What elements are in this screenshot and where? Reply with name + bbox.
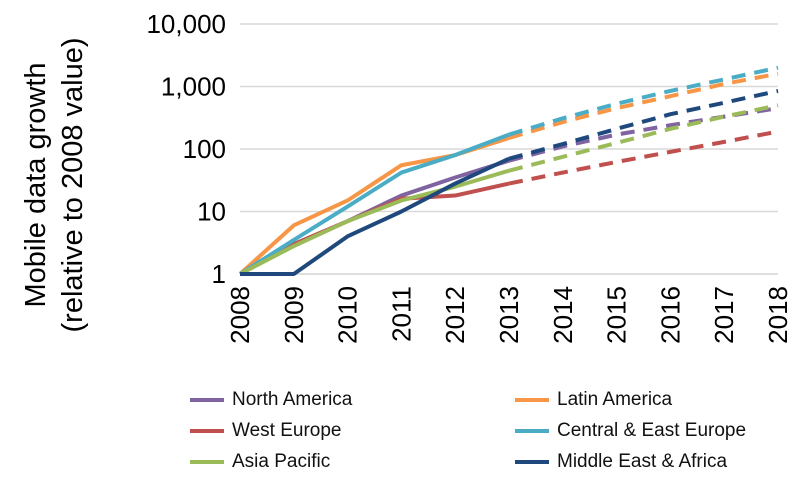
legend-swatch-latin-america xyxy=(515,398,549,402)
y-axis-label-line-2: (relative to 2008 value) xyxy=(57,38,89,333)
y-tick-label: 100 xyxy=(183,134,226,164)
series-line-middle-east-africa-forecast xyxy=(508,88,779,161)
legend-label-asia-pacific: Asia Pacific xyxy=(232,451,331,472)
y-tick-labels: 1 10 100 1,000 10,000 xyxy=(146,9,226,289)
legend-swatch-west-europe xyxy=(190,429,224,433)
x-tick-label: 2018 xyxy=(763,286,793,344)
x-tick-label: 2011 xyxy=(386,286,416,342)
legend-swatch-asia-pacific xyxy=(190,460,224,464)
series-line-middle-east-africa-actual xyxy=(240,156,510,276)
y-axis-label-line-1: Mobile data growth xyxy=(20,62,52,307)
series-lines xyxy=(238,65,779,276)
y-tick-label: 10 xyxy=(197,197,226,227)
series-line-central-east-europe-forecast xyxy=(508,65,779,137)
x-tick-labels: 2008 2009 2010 2011 2012 2013 2014 2015 2016 2017… xyxy=(225,286,793,344)
legend-label-latin-america: Latin America xyxy=(557,389,673,410)
x-tick-label: 2010 xyxy=(333,286,363,344)
legend-item-central-east-europe: Central & East Europe xyxy=(515,417,800,445)
x-tick-label: 2013 xyxy=(494,286,524,344)
series-line-asia-pacific-actual xyxy=(239,168,510,276)
y-tick-label: 1,000 xyxy=(161,72,226,102)
legend: North America Latin America West Europe … xyxy=(190,386,800,476)
legend-item-north-america: North America xyxy=(190,386,515,414)
series-line-west-europe-forecast xyxy=(508,129,779,186)
legend-item-west-europe: West Europe xyxy=(190,417,515,445)
legend-swatch-middle-east-africa xyxy=(515,460,549,464)
x-tick-label: 2008 xyxy=(225,286,255,344)
legend-label-west-europe: West Europe xyxy=(232,420,342,441)
y-tick-label: 1 xyxy=(212,259,226,289)
x-tick-label: 2016 xyxy=(655,286,685,344)
legend-label-central-east-europe: Central & East Europe xyxy=(557,420,747,441)
series-line-central-east-europe-actual xyxy=(238,132,510,276)
x-tick-label: 2009 xyxy=(279,286,309,344)
legend-swatch-north-america xyxy=(190,398,224,402)
series-line-latin-america-forecast xyxy=(508,71,779,140)
series-line-north-america-forecast xyxy=(508,106,779,163)
x-tick-label: 2012 xyxy=(440,286,470,344)
legend-item-middle-east-africa: Middle East & Africa xyxy=(515,448,800,476)
grid-lines xyxy=(240,23,778,275)
x-tick-label: 2015 xyxy=(602,286,632,344)
legend-label-north-america: North America xyxy=(232,389,353,410)
series-line-west-europe-actual xyxy=(239,181,510,276)
x-tick-label: 2017 xyxy=(709,286,739,344)
legend-item-asia-pacific: Asia Pacific xyxy=(190,448,515,476)
legend-label-middle-east-africa: Middle East & Africa xyxy=(557,451,728,472)
legend-swatch-central-east-europe xyxy=(515,429,549,433)
y-tick-label: 10,000 xyxy=(146,9,226,39)
legend-item-latin-america: Latin America xyxy=(515,386,800,414)
series-line-asia-pacific-forecast xyxy=(508,103,779,173)
x-tick-label: 2014 xyxy=(548,286,578,344)
